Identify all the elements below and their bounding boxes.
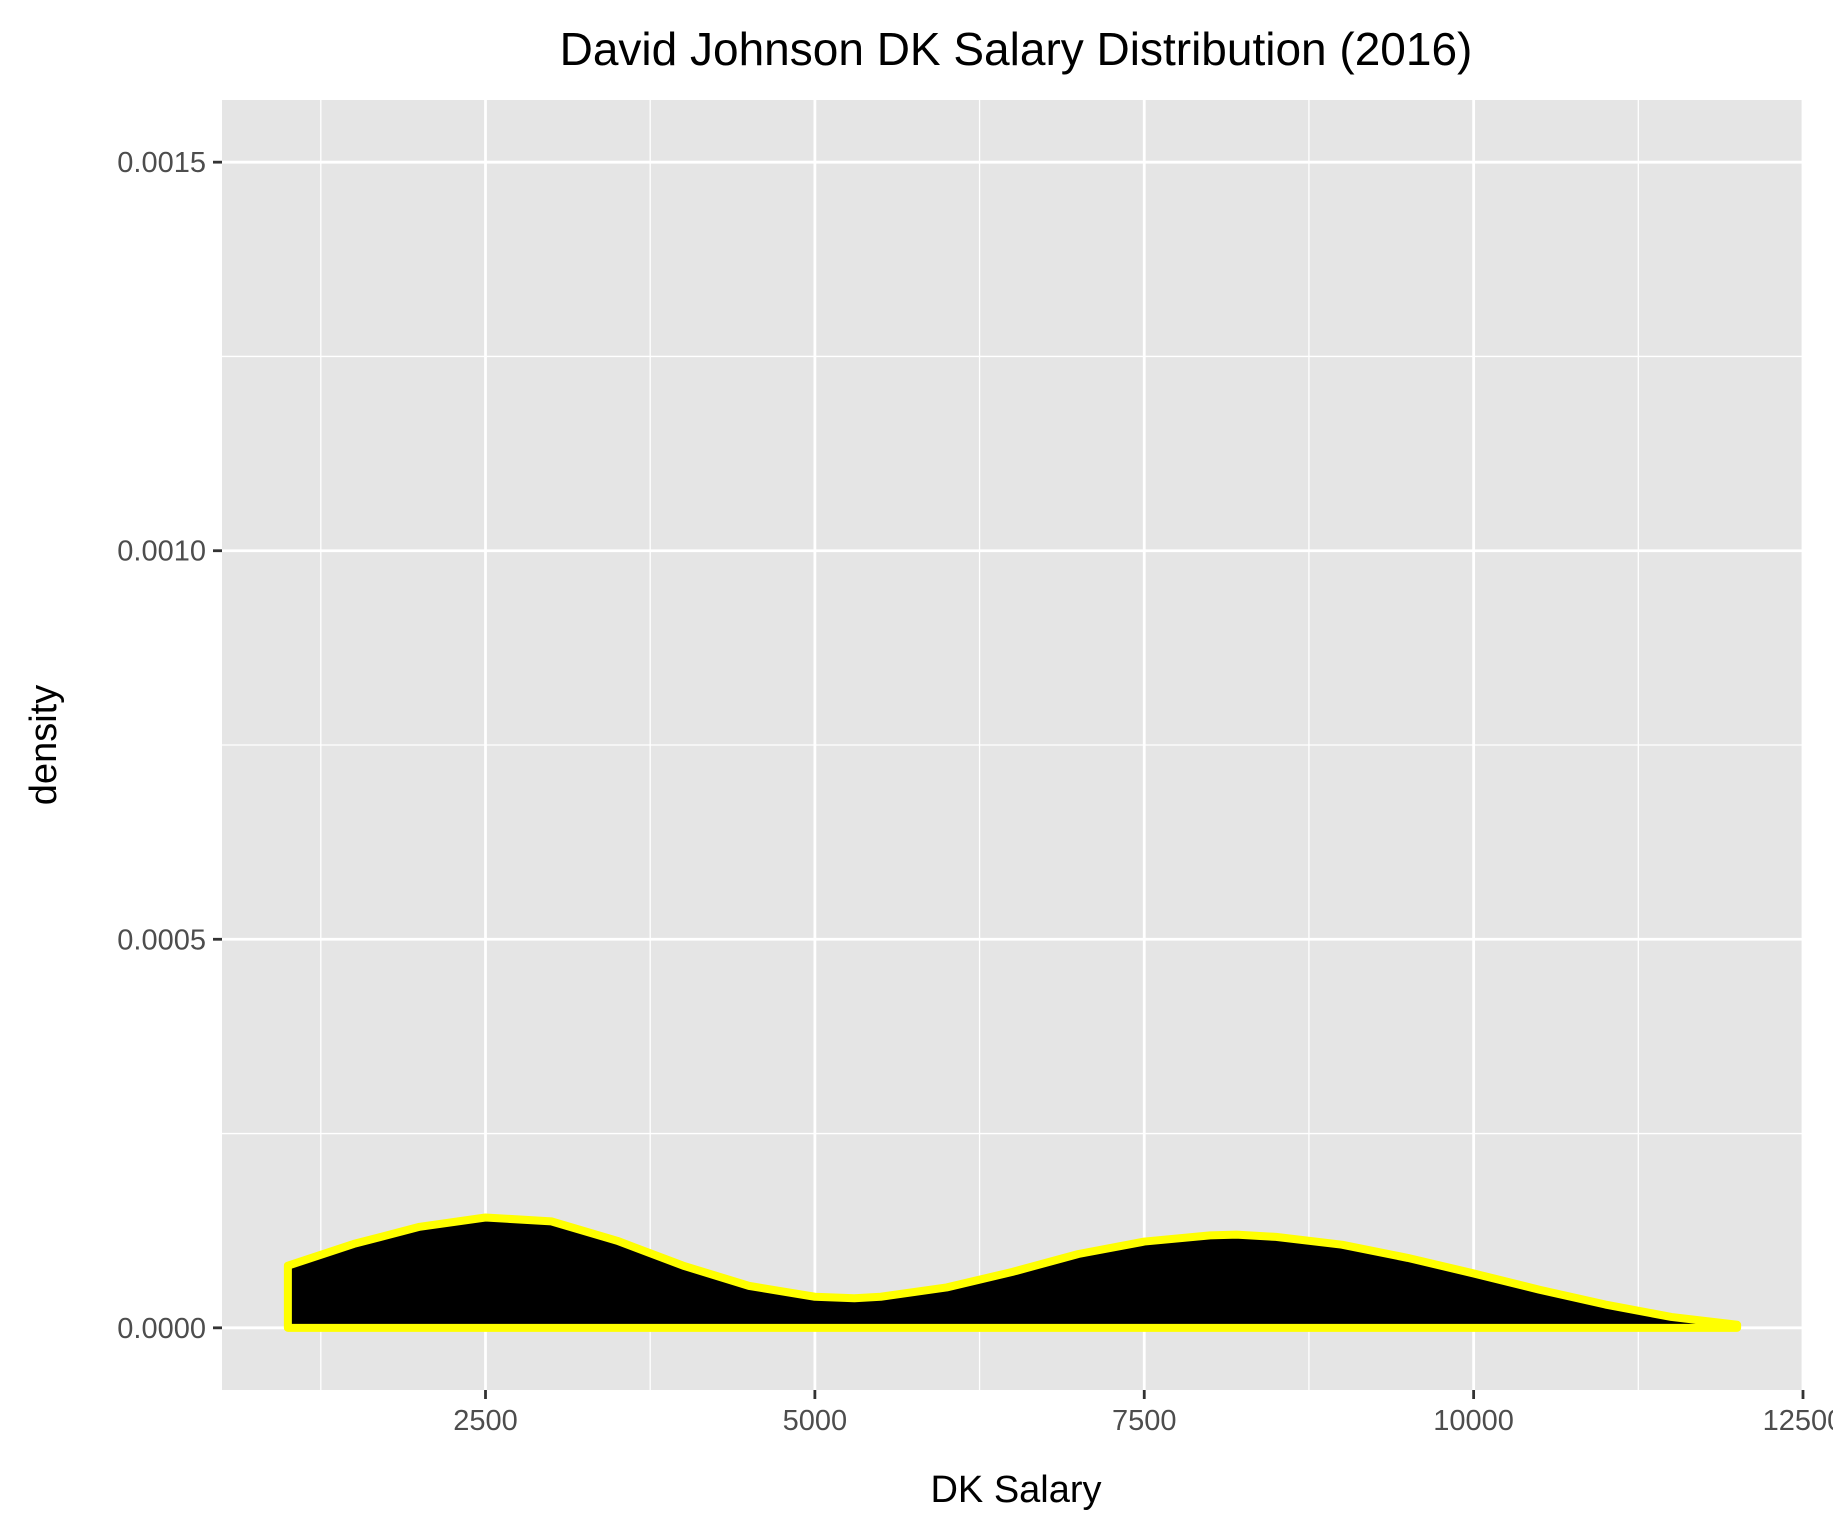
- x-axis: 2500 5000 7500 10000 12500: [453, 1390, 1833, 1437]
- density-area: [283, 1213, 1742, 1332]
- x-tick-label: 5000: [783, 1405, 848, 1437]
- chart-title: David Johnson DK Salary Distribution (20…: [560, 23, 1473, 75]
- x-tick-label: 7500: [1112, 1405, 1177, 1437]
- y-axis: 0.0000 0.0005 0.0010 0.0015: [117, 147, 222, 1345]
- x-tick-label: 10000: [1433, 1405, 1514, 1437]
- x-tick-label: 12500: [1763, 1405, 1833, 1437]
- y-tick-label: 0.0010: [117, 536, 206, 568]
- x-axis-title: DK Salary: [930, 1469, 1101, 1511]
- y-tick-label: 0.0015: [117, 147, 206, 179]
- y-axis-title: density: [23, 685, 65, 805]
- density-series: [283, 1213, 1742, 1332]
- y-tick-label: 0.0000: [117, 1313, 206, 1345]
- y-tick-label: 0.0005: [117, 924, 206, 956]
- x-tick-label: 2500: [453, 1405, 518, 1437]
